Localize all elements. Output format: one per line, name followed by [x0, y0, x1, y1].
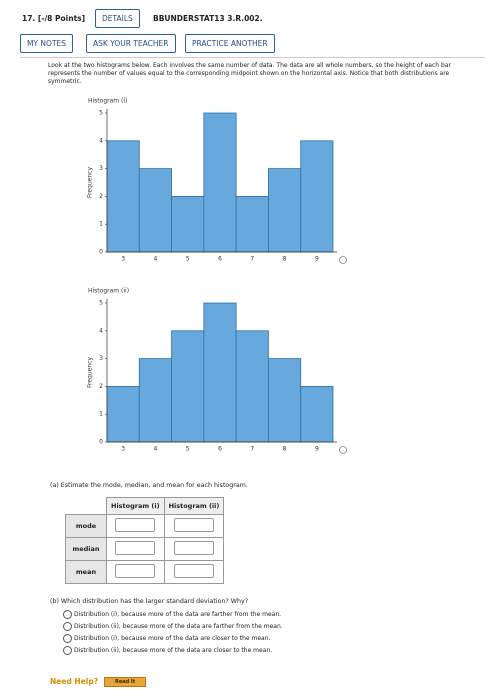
bar [138, 168, 172, 253]
x-tick-label: 6 [218, 256, 222, 263]
need-help: Need Help? [50, 677, 99, 686]
bar [171, 196, 205, 253]
histogram-2: Histogram (ii) Frequency 0 1 2 3 4 5 3 4 5 6 7 8 9 [87, 288, 347, 454]
option[interactable]: Distribution (ii), because more of the d… [63, 646, 273, 655]
bar [171, 330, 205, 443]
corner [65, 497, 107, 515]
my-notes-button[interactable]: MY NOTES [20, 34, 74, 53]
practice-button[interactable]: PRACTICE ANOTHER [185, 34, 275, 53]
option-text: Distribution (ii), because more of the d… [74, 647, 273, 654]
row-label: mean [65, 560, 107, 584]
input[interactable] [173, 564, 214, 578]
y-tick-label: 4 [99, 327, 103, 334]
x-tick-label: 4 [154, 256, 158, 263]
input[interactable] [173, 518, 214, 532]
x-tick-label: 7 [250, 256, 254, 263]
chart-title: Histogram (ii) [88, 288, 129, 295]
x-tick-label: 5 [186, 256, 190, 263]
bar [138, 358, 172, 443]
divider [20, 57, 485, 58]
x-tick-label: 8 [283, 446, 287, 453]
y-tick-label: 0 [99, 249, 103, 256]
y-tick-label: 3 [99, 165, 103, 172]
y-tick-label: 2 [99, 193, 103, 200]
y-tick-label: 1 [99, 411, 103, 418]
column-header: Histogram (i) [106, 497, 165, 515]
y-tick-label: 5 [99, 110, 103, 117]
y-tick-label: 0 [99, 439, 103, 446]
option-text: Distribution (i), because more of the da… [74, 611, 282, 618]
bar [203, 112, 237, 253]
part-a-prompt: (a) Estimate the mode, median, and mean … [50, 482, 248, 489]
option[interactable]: Distribution (i), because more of the da… [63, 610, 282, 619]
option-text: Distribution (i), because more of the da… [74, 635, 271, 642]
x-tick-label: 9 [315, 446, 319, 453]
bar [106, 386, 140, 443]
bar [300, 386, 334, 443]
column-header: Histogram (ii) [163, 497, 225, 515]
x-tick-label: 7 [250, 446, 254, 453]
intro-text: Look at the two histograms below. Each i… [48, 62, 451, 85]
option[interactable]: Distribution (ii), because more of the d… [63, 622, 283, 631]
info-icon [339, 446, 347, 454]
bar [106, 140, 140, 253]
row-label: median [65, 537, 107, 561]
bar [235, 196, 269, 253]
part-b-prompt: (b) Which distribution has the larger st… [50, 598, 249, 605]
input[interactable] [173, 541, 214, 555]
y-tick-label: 4 [99, 137, 103, 144]
read-it-button[interactable]: Read It [104, 677, 147, 687]
y-tick-label: 3 [99, 355, 103, 362]
y-axis-label: Frequency [87, 167, 94, 198]
bar [268, 168, 302, 253]
bar [235, 330, 269, 443]
x-tick-label: 8 [283, 256, 287, 263]
x-tick-label: 3 [121, 446, 125, 453]
details-button[interactable]: DETAILS [95, 9, 140, 28]
y-tick-label: 5 [99, 300, 103, 307]
bar [203, 302, 237, 443]
histogram-1: Histogram (i) Frequency 0 1 2 3 4 5 3 4 5 6 7 8 9 [87, 98, 347, 264]
input[interactable] [115, 564, 156, 578]
y-tick-label: 1 [99, 221, 103, 228]
option-text: Distribution (ii), because more of the d… [74, 623, 283, 630]
problem-code: BBUNDERSTAT13 3.R.002. [153, 14, 263, 23]
answer-table: Histogram (i) Histogram (ii) mode median… [65, 497, 225, 584]
option[interactable]: Distribution (i), because more of the da… [63, 634, 271, 643]
y-axis-label: Frequency [87, 357, 94, 388]
bar [300, 140, 334, 253]
x-tick-label: 5 [186, 446, 190, 453]
info-icon [339, 256, 347, 264]
question-number: 17. [-/8 Points] [22, 14, 86, 23]
bar [268, 358, 302, 443]
input[interactable] [115, 541, 156, 555]
x-tick-label: 6 [218, 446, 222, 453]
input[interactable] [115, 518, 156, 532]
row-label: mode [65, 514, 107, 538]
ask-teacher-button[interactable]: ASK YOUR TEACHER [86, 34, 176, 53]
y-tick-label: 2 [99, 383, 103, 390]
chart-title: Histogram (i) [88, 98, 127, 105]
x-tick-label: 9 [315, 256, 319, 263]
x-tick-label: 3 [121, 256, 125, 263]
x-tick-label: 4 [154, 446, 158, 453]
